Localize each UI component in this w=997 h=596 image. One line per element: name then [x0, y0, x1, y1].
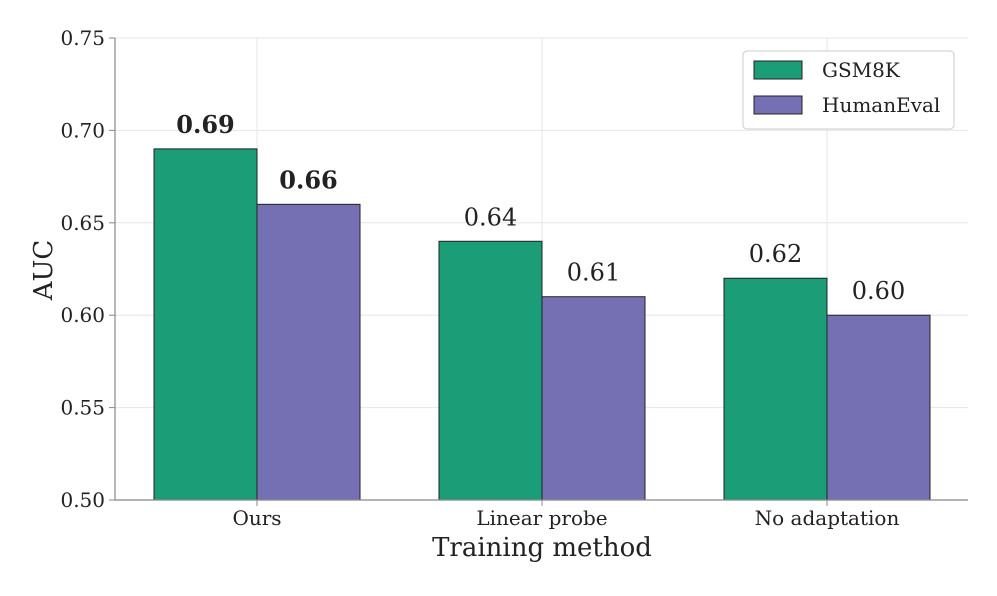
data-labels-group: 0.69 0.64 0.62 0.66 0.61 0.60 [176, 110, 905, 305]
y-tick-label: 0.65 [60, 211, 105, 235]
data-label-humaneval-3: 0.60 [852, 277, 905, 305]
bar-humaneval-2 [541, 296, 646, 501]
data-label-gsm8k-2: 0.64 [464, 203, 517, 231]
y-tick-label: 0.55 [60, 396, 105, 420]
axes-group: 0.50 0.55 0.60 0.65 0.70 0.75 Ours Linear probe… [60, 26, 968, 530]
legend-swatch-humaneval [753, 95, 803, 115]
data-label-gsm8k-1: 0.69 [176, 110, 234, 139]
x-axis-title: Training method [432, 533, 652, 563]
y-tick-label: 0.60 [60, 303, 105, 327]
y-tick-label: 0.75 [60, 26, 105, 50]
x-tick-label: No adaptation [755, 506, 900, 530]
bar-gsm8k-2 [438, 240, 543, 501]
x-tick-label: Ours [232, 506, 281, 530]
bar-gsm8k-3 [723, 277, 828, 501]
bar-gsm8k-1 [153, 148, 258, 501]
data-label-humaneval-1: 0.66 [279, 165, 337, 194]
data-label-humaneval-2: 0.61 [567, 259, 620, 287]
y-tick-label: 0.70 [60, 118, 105, 142]
legend-label-humaneval: HumanEval [822, 93, 940, 117]
y-tick-label: 0.50 [60, 488, 105, 512]
legend-swatch-gsm8k [753, 60, 803, 80]
legend-label-gsm8k: GSM8K [822, 58, 901, 82]
bars-group [153, 148, 931, 501]
legend: GSM8K HumanEval [742, 50, 955, 130]
x-tick-label: Linear probe [476, 506, 607, 530]
bar-humaneval-3 [826, 314, 931, 501]
data-label-gsm8k-3: 0.62 [749, 240, 802, 268]
bar-humaneval-1 [256, 203, 361, 501]
y-axis-title: AUC [29, 240, 59, 302]
